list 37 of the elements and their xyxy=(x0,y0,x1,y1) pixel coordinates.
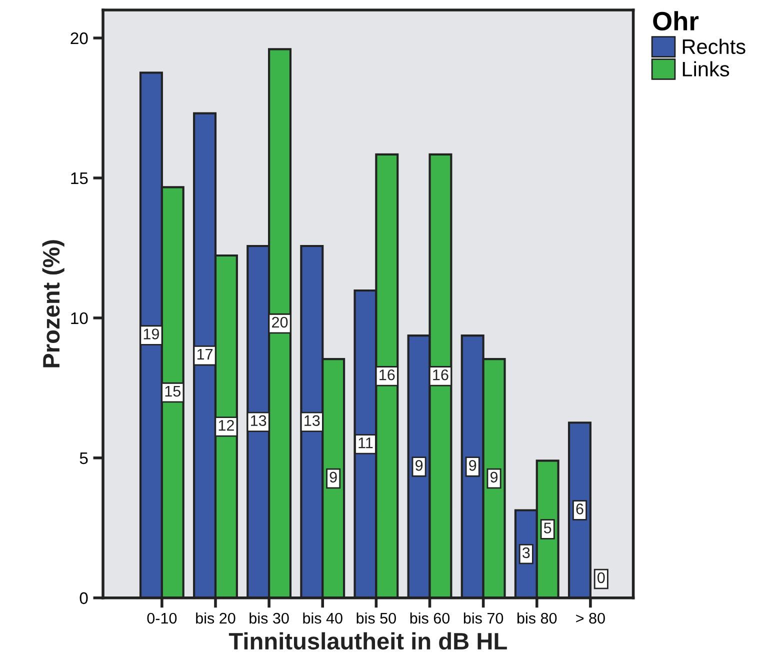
x-tick-label: 0-10 xyxy=(147,612,177,624)
data-label: 19 xyxy=(144,328,159,340)
y-tick-label: 20 xyxy=(70,32,88,44)
x-tick-label: > 80 xyxy=(576,612,605,624)
y-tick-label: 15 xyxy=(71,172,88,184)
legend-title: Ohr xyxy=(653,11,699,31)
y-tick-label: 10 xyxy=(71,312,88,324)
data-label: 6 xyxy=(576,504,584,514)
x-tick-label: bis 50 xyxy=(356,612,396,624)
data-label: 9 xyxy=(469,460,476,471)
data-label: 11 xyxy=(358,438,373,448)
y-tick-label: 5 xyxy=(80,452,88,464)
data-label: 0 xyxy=(598,572,605,584)
legend-label: Rechts xyxy=(682,38,746,54)
data-label: 9 xyxy=(416,460,423,471)
x-tick-label: bis 20 xyxy=(196,612,236,624)
data-label: 12 xyxy=(218,420,234,431)
data-label: 9 xyxy=(490,472,498,483)
y-axis-title: Prozent (%) xyxy=(42,240,64,368)
data-label: 13 xyxy=(304,415,320,426)
x-tick-label: bis 80 xyxy=(517,612,557,624)
x-tick-label: bis 40 xyxy=(303,612,342,624)
x-tick-label: bis 30 xyxy=(250,612,289,624)
data-label: 3 xyxy=(522,547,530,558)
data-label: 13 xyxy=(251,415,266,426)
x-axis-title: Tinnituslautheit in dB HL xyxy=(228,632,507,650)
data-label: 16 xyxy=(380,369,395,380)
data-label: 17 xyxy=(197,349,213,360)
data-label: 15 xyxy=(165,386,180,397)
data-label: 16 xyxy=(433,369,448,380)
y-tick-label: 0 xyxy=(80,592,88,604)
data-label: 5 xyxy=(544,522,552,534)
x-tick-label: bis 70 xyxy=(464,612,504,624)
x-tick-label: bis 60 xyxy=(410,612,450,624)
data-label: 9 xyxy=(330,472,337,483)
data-label: 20 xyxy=(272,316,288,328)
legend-label: Links xyxy=(682,61,730,77)
